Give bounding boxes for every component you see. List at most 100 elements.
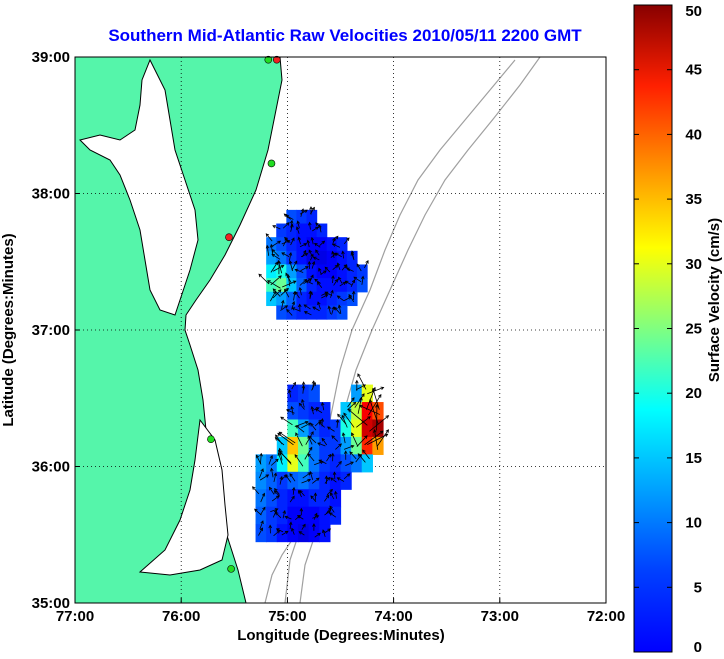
x-tick-label: 73:00 xyxy=(481,608,519,625)
velocity-vector xyxy=(342,432,346,444)
vector-arrowhead xyxy=(289,219,294,224)
velocity-vector xyxy=(278,431,296,444)
velocity-cell xyxy=(276,305,287,320)
vector-arrowhead xyxy=(297,303,302,308)
velocity-cell xyxy=(361,436,373,455)
vector-arrowhead xyxy=(274,488,278,492)
velocity-cell xyxy=(286,291,298,307)
velocity-cell xyxy=(336,250,348,266)
velocity-vector xyxy=(267,280,281,289)
vector-arrowhead xyxy=(315,249,319,254)
velocity-cell xyxy=(276,471,288,490)
vector-arrowhead xyxy=(303,243,308,247)
vector-arrowhead xyxy=(385,429,389,433)
vector-arrowhead xyxy=(297,236,302,241)
vector-arrowhead xyxy=(272,288,277,293)
velocity-vector xyxy=(312,306,320,312)
velocity-vector xyxy=(310,495,317,502)
velocity-vector xyxy=(272,509,277,518)
velocity-vector xyxy=(332,275,334,284)
velocity-vector xyxy=(336,461,342,468)
velocity-cell xyxy=(361,454,373,473)
vector-arrowhead xyxy=(254,508,258,513)
velocity-cell xyxy=(308,524,320,543)
chesapeake-bay xyxy=(79,58,199,316)
vector-arrowhead xyxy=(310,236,315,241)
velocity-vector xyxy=(348,294,355,303)
vector-arrowhead xyxy=(305,266,309,270)
velocity-vector xyxy=(347,402,356,411)
velocity-vector xyxy=(273,530,280,537)
vector-arrowhead xyxy=(309,446,313,451)
velocity-vector xyxy=(286,409,295,414)
velocity-vector xyxy=(260,453,262,464)
vector-arrowhead xyxy=(331,275,335,279)
velocity-vector xyxy=(291,260,298,271)
vector-arrowhead xyxy=(275,434,279,439)
vector-arrowhead xyxy=(343,450,348,455)
velocity-vector xyxy=(254,508,262,516)
vector-arrowhead xyxy=(261,492,266,497)
velocity-cell xyxy=(316,223,328,238)
vector-arrowhead xyxy=(317,532,321,537)
vector-arrowhead xyxy=(259,452,263,457)
velocity-cell xyxy=(286,305,298,320)
velocity-cell xyxy=(319,471,331,490)
velocity-vector xyxy=(289,260,293,272)
vector-arrowhead xyxy=(314,278,318,283)
velocity-cell xyxy=(346,264,358,279)
velocity-cell xyxy=(296,237,308,252)
vector-arrowhead xyxy=(284,288,288,293)
velocity-vector xyxy=(277,433,294,446)
vector-arrowhead xyxy=(277,452,281,457)
vector-arrowhead xyxy=(301,398,305,403)
vector-arrowhead xyxy=(332,243,337,247)
velocity-vector xyxy=(290,220,293,229)
velocity-cell xyxy=(286,223,298,238)
velocity-vector xyxy=(347,397,355,408)
velocity-vector xyxy=(353,276,362,283)
vector-arrowhead xyxy=(273,509,278,514)
y-axis-label: Latitude (Degrees:Minutes) xyxy=(0,233,17,426)
velocity-cell xyxy=(356,278,368,293)
velocity-cell xyxy=(351,454,363,473)
velocity-vector xyxy=(290,224,293,232)
vector-arrowhead xyxy=(324,294,329,298)
vector-arrowhead xyxy=(262,506,266,511)
velocity-cell xyxy=(329,471,342,490)
velocity-cell xyxy=(306,237,318,252)
velocity-cell xyxy=(340,471,352,490)
velocity-vector xyxy=(291,406,294,416)
vector-arrowhead xyxy=(277,450,282,454)
velocity-vector xyxy=(327,426,335,432)
colorbar-tick-label: 25 xyxy=(685,321,702,338)
vector-arrowhead xyxy=(255,454,260,459)
colorbar-tick-label: 40 xyxy=(685,126,702,143)
velocity-cell xyxy=(308,454,320,473)
velocity-vector xyxy=(301,422,311,429)
velocity-vector xyxy=(331,435,338,442)
vector-arrowhead xyxy=(291,527,295,532)
velocity-vector xyxy=(269,487,275,495)
vector-arrowhead xyxy=(299,489,303,494)
velocity-vector xyxy=(301,399,305,408)
vector-arrowhead xyxy=(356,263,360,268)
y-tick-label: 36:00 xyxy=(32,459,70,476)
vector-arrowhead xyxy=(305,280,309,284)
vector-arrowhead xyxy=(327,453,332,458)
velocity-cell xyxy=(361,419,373,438)
vector-arrowhead xyxy=(277,260,281,265)
velocity-vector xyxy=(309,471,314,481)
vector-arrowhead xyxy=(287,389,292,393)
velocity-cell xyxy=(287,384,299,403)
vector-arrowhead xyxy=(338,460,342,465)
vector-arrowhead xyxy=(268,524,273,529)
velocity-cell xyxy=(296,305,308,320)
velocity-vector xyxy=(321,294,328,299)
velocity-cell xyxy=(298,506,310,525)
velocity-vector xyxy=(298,531,305,536)
velocity-vector xyxy=(310,254,314,261)
plot-area xyxy=(74,55,607,604)
velocity-vector xyxy=(331,306,335,315)
